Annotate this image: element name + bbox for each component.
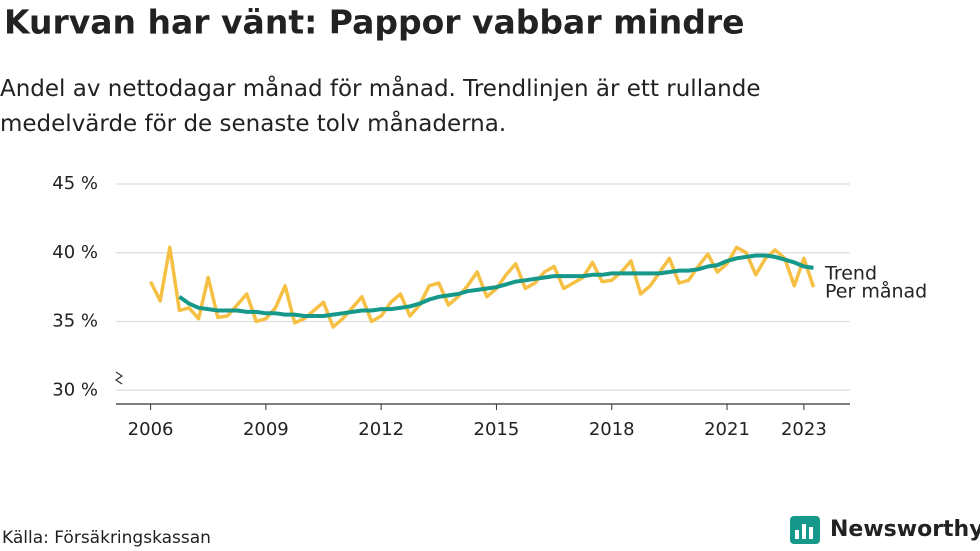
chart-subtitle: Andel av nettodagar månad för månad. Tre… <box>0 76 761 137</box>
x-tick-label: 2012 <box>358 419 404 440</box>
chart-title: Kurvan har vänt: Pappor vabbar mindre <box>4 3 745 42</box>
series-label: Trend <box>824 263 877 285</box>
y-tick-label: 40 % <box>52 242 98 263</box>
x-tick-label: 2021 <box>704 419 750 440</box>
brand-logo <box>790 516 820 544</box>
y-tick-label: 30 % <box>52 379 98 400</box>
subtitle-box: Andel av nettodagar månad för månad. Tre… <box>0 76 761 137</box>
axis-break <box>114 371 124 385</box>
line-series <box>178 253 814 318</box>
series-label: Per månad <box>825 280 927 303</box>
brand: Newsworthy <box>830 517 980 542</box>
x-tick-label: 2018 <box>589 419 635 440</box>
line-series <box>149 245 816 329</box>
x-tick-label: 2009 <box>243 419 289 440</box>
y-tick-label: 45 % <box>52 173 98 194</box>
x-tick-label: 2006 <box>128 419 174 440</box>
source: Källa: Försäkringskassan <box>2 528 211 548</box>
y-tick-label: 35 % <box>52 311 98 332</box>
x-tick-label: 2023 <box>781 419 827 440</box>
x-tick-label: 2015 <box>474 419 520 440</box>
